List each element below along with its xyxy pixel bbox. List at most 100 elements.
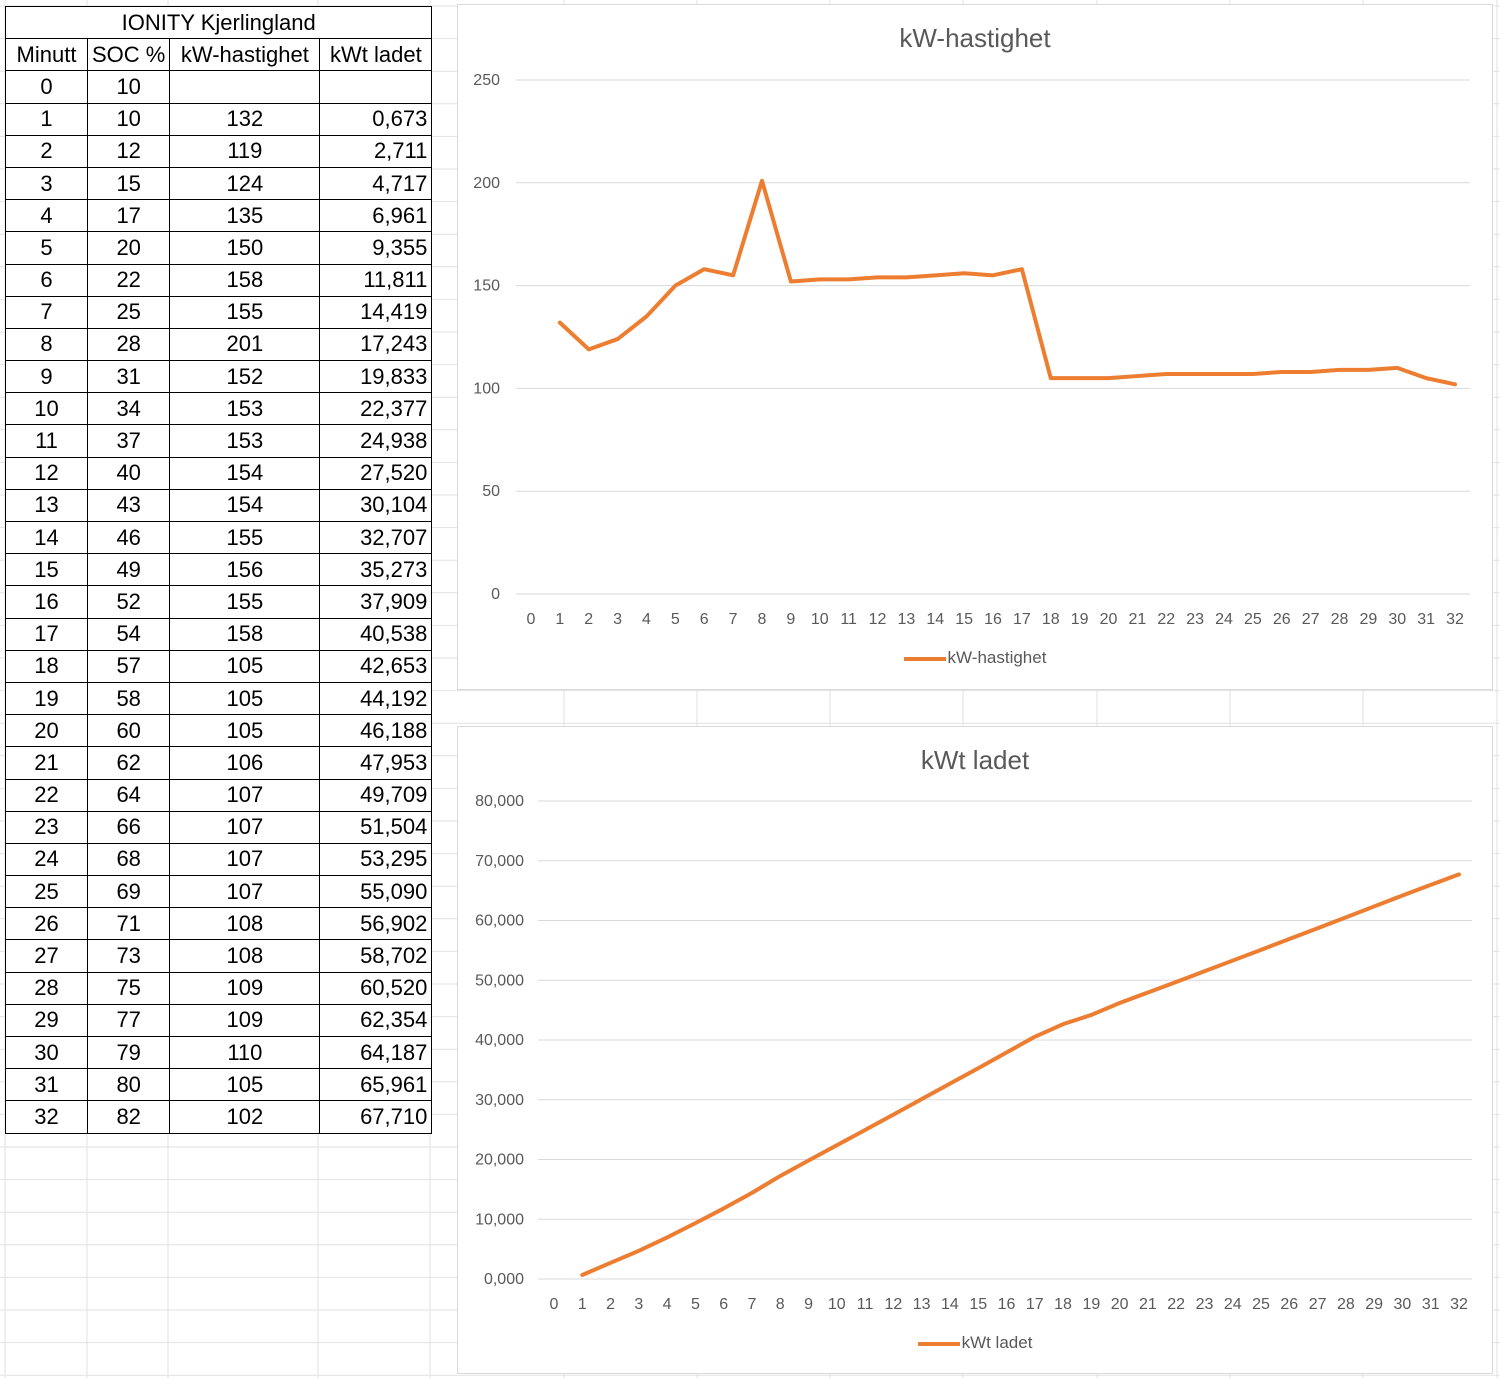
cell-kw-hastighet[interactable]: 152 <box>169 360 321 394</box>
data-point[interactable] <box>692 1220 698 1226</box>
cell-kwt-ladet[interactable]: 46,188 <box>319 714 433 748</box>
data-point[interactable] <box>875 274 881 280</box>
data-point[interactable] <box>1308 369 1314 375</box>
cell-soc[interactable]: 68 <box>86 842 171 877</box>
cell-soc[interactable]: 10 <box>86 102 171 136</box>
data-point[interactable] <box>1106 375 1112 381</box>
data-point[interactable] <box>1032 1034 1038 1040</box>
cell-kwt-ladet[interactable]: 44,192 <box>319 681 433 716</box>
cell-kw-hastighet[interactable]: 155 <box>169 585 321 619</box>
cell-kw-hastighet[interactable]: 153 <box>169 392 321 426</box>
cell-soc[interactable]: 12 <box>86 134 171 168</box>
data-point[interactable] <box>672 283 678 289</box>
cell-kw-hastighet[interactable]: 102 <box>169 1100 321 1134</box>
cell-kw-hastighet[interactable]: 154 <box>169 456 321 490</box>
data-point[interactable] <box>1117 1000 1123 1006</box>
cell-kw-hastighet[interactable]: 124 <box>169 166 321 201</box>
cell-minutt[interactable]: 0 <box>5 70 88 104</box>
data-point[interactable] <box>1258 947 1264 953</box>
cell-soc[interactable]: 34 <box>86 392 171 426</box>
data-point[interactable] <box>1394 365 1400 371</box>
cell-kwt-ladet[interactable]: 47,953 <box>319 746 433 780</box>
data-point[interactable] <box>947 1081 953 1087</box>
cell-minutt[interactable]: 14 <box>5 520 88 555</box>
data-point[interactable] <box>1365 367 1371 373</box>
cell-kw-hastighet[interactable]: 119 <box>169 134 321 168</box>
cell-soc[interactable]: 25 <box>86 295 171 329</box>
cell-kwt-ladet[interactable]: 42,653 <box>319 649 433 683</box>
data-point[interactable] <box>1201 968 1207 974</box>
cell-kw-hastighet[interactable]: 155 <box>169 520 321 555</box>
cell-minutt[interactable]: 22 <box>5 778 88 812</box>
data-point[interactable] <box>1134 373 1140 379</box>
cell-soc[interactable]: 46 <box>86 520 171 555</box>
data-point[interactable] <box>890 1112 896 1118</box>
data-point[interactable] <box>1004 1049 1010 1055</box>
cell-soc[interactable]: 20 <box>86 231 171 265</box>
cell-minutt[interactable]: 21 <box>5 746 88 780</box>
cell-kw-hastighet[interactable]: 107 <box>169 810 321 844</box>
cell-soc[interactable]: 75 <box>86 971 171 1005</box>
cell-kwt-ladet[interactable]: 51,504 <box>319 810 433 844</box>
data-point[interactable] <box>1048 375 1054 381</box>
data-point[interactable] <box>1230 958 1236 964</box>
cell-kwt-ladet[interactable]: 14,419 <box>319 295 433 329</box>
cell-kwt-ladet[interactable]: 37,909 <box>319 585 433 619</box>
cell-kwt-ladet[interactable]: 32,707 <box>319 520 433 555</box>
cell-kwt-ladet[interactable]: 0,673 <box>319 102 433 136</box>
cell-soc[interactable]: 28 <box>86 327 171 362</box>
cell-kwt-ladet[interactable]: 17,243 <box>319 327 433 362</box>
data-point[interactable] <box>932 272 938 278</box>
cell-minutt[interactable]: 27 <box>5 939 88 973</box>
data-point[interactable] <box>1192 371 1198 377</box>
cell-kw-hastighet[interactable]: 155 <box>169 295 321 329</box>
data-point[interactable] <box>1456 871 1462 877</box>
kw-hastighet-chart[interactable]: 0 50 100 150 200 250 0 1 2 3 4 5 6 7 8 9 10 11 12 13 14 15 16 1… <box>457 4 1493 690</box>
cell-minutt[interactable]: 4 <box>5 199 88 233</box>
cell-kw-hastighet[interactable]: 158 <box>169 617 321 651</box>
cell-soc[interactable]: 43 <box>86 488 171 523</box>
data-point[interactable] <box>1077 375 1083 381</box>
data-point[interactable] <box>1060 1021 1066 1027</box>
cell-minutt[interactable]: 16 <box>5 585 88 619</box>
cell-kwt-ladet[interactable]: 64,187 <box>319 1035 433 1070</box>
cell-kw-hastighet[interactable]: 107 <box>169 842 321 877</box>
data-point[interactable] <box>586 346 592 352</box>
cell-kwt-ladet[interactable]: 19,833 <box>319 360 433 394</box>
cell-soc[interactable]: 57 <box>86 649 171 683</box>
cell-minutt[interactable]: 20 <box>5 714 88 748</box>
cell-soc[interactable]: 79 <box>86 1035 171 1070</box>
cell-minutt[interactable]: 24 <box>5 842 88 877</box>
data-point[interactable] <box>664 1234 670 1240</box>
data-point[interactable] <box>721 1205 727 1211</box>
cell-minutt[interactable]: 12 <box>5 456 88 490</box>
data-point[interactable] <box>777 1173 783 1179</box>
series-line-kwt-ladet[interactable] <box>580 872 1461 1277</box>
data-point[interactable] <box>1088 1012 1094 1018</box>
data-point[interactable] <box>846 276 852 282</box>
cell-soc[interactable]: 77 <box>86 1003 171 1038</box>
cell-kw-hastighet[interactable]: 106 <box>169 746 321 780</box>
data-point[interactable] <box>749 1190 755 1196</box>
cell-kwt-ladet[interactable]: 40,538 <box>319 617 433 651</box>
data-point[interactable] <box>1163 371 1169 377</box>
cell-kwt-ladet[interactable]: 30,104 <box>319 488 433 523</box>
data-point[interactable] <box>1221 371 1227 377</box>
header-kwt-ladet[interactable]: kWt ladet <box>319 38 433 72</box>
cell-kw-hastighet[interactable]: 105 <box>169 714 321 748</box>
data-point[interactable] <box>788 278 794 284</box>
data-point[interactable] <box>817 276 823 282</box>
cell-minutt[interactable]: 29 <box>5 1003 88 1038</box>
cell-soc[interactable]: 49 <box>86 553 171 587</box>
cell-kwt-ladet[interactable]: 49,709 <box>319 778 433 812</box>
cell-kwt-ladet[interactable]: 6,961 <box>319 199 433 233</box>
data-point[interactable] <box>1343 914 1349 920</box>
cell-kw-hastighet[interactable]: 154 <box>169 488 321 523</box>
data-point[interactable] <box>990 272 996 278</box>
cell-minutt[interactable]: 15 <box>5 553 88 587</box>
data-point[interactable] <box>615 336 621 342</box>
data-point[interactable] <box>862 1127 868 1133</box>
cell-kwt-ladet[interactable]: 2,711 <box>319 134 433 168</box>
cell-kw-hastighet[interactable]: 107 <box>169 778 321 812</box>
table-title[interactable]: IONITY Kjerlingland <box>4 5 433 40</box>
